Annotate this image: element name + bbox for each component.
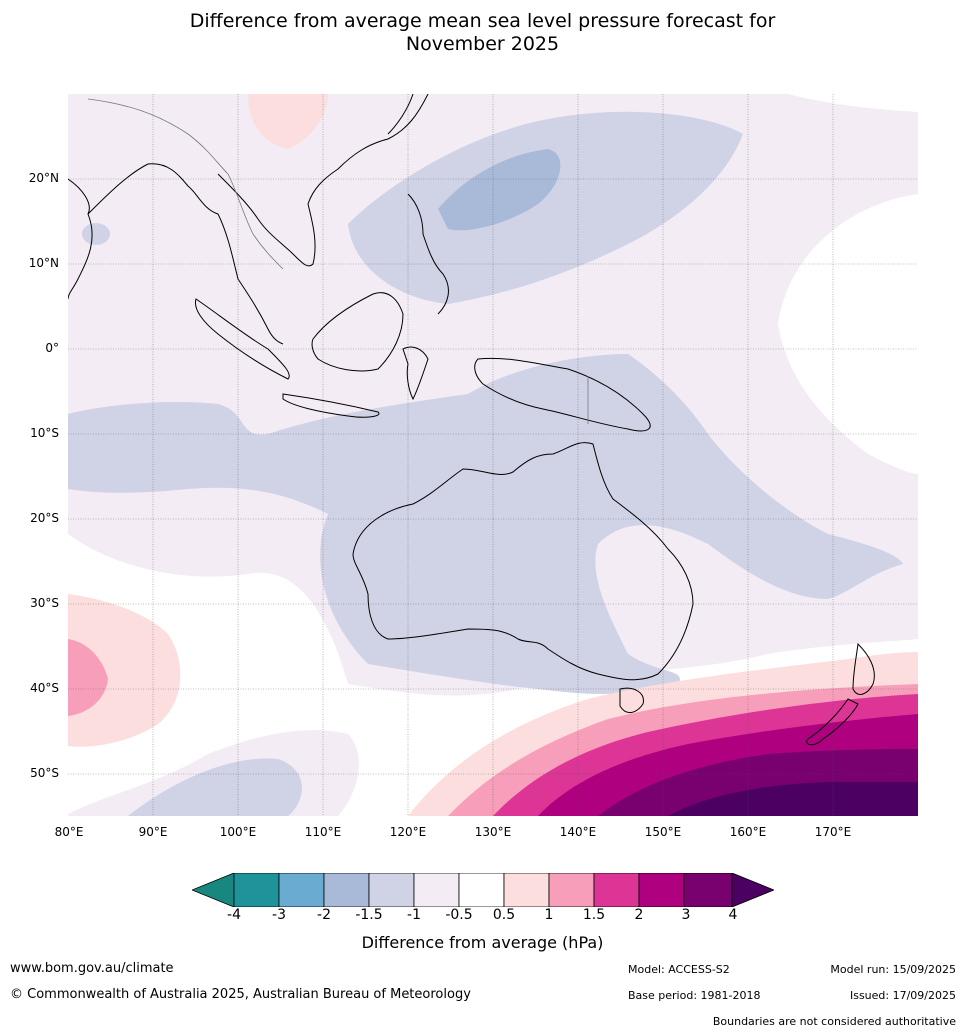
lat-label-30s: 30°S [30, 596, 59, 610]
colorbar-swatch-3 [323, 873, 370, 907]
anomaly-core-north-pacific [438, 149, 561, 231]
lat-label-20n: 20°N [28, 171, 59, 185]
map-canvas [68, 94, 918, 816]
pressure-anomaly-map [68, 94, 918, 816]
lon-label-130e: 130°E [474, 825, 512, 839]
colorbar-swatch-11 [683, 873, 733, 907]
colorbar-swatch-10 [638, 873, 685, 907]
colorbar-tick: -1 [407, 907, 421, 923]
lat-label-40s: 40°S [30, 681, 59, 695]
country-borders [87, 98, 589, 424]
anomaly-negative-central-band [68, 354, 903, 694]
coast-australia [352, 442, 694, 681]
border-asia-2 [227, 173, 284, 270]
base-period-text: Base period: 1981-2018 [628, 989, 761, 1002]
anomaly-positive-north [248, 94, 328, 149]
coast-philippines [407, 193, 449, 315]
lat-label-50s: 50°S [30, 766, 59, 780]
colorbar-swatch-5 [413, 873, 460, 907]
anomaly-strong-positive-west [68, 639, 108, 716]
coast-nz-south [806, 698, 859, 746]
anomaly-neutral-northeast [788, 94, 918, 112]
map-title: Difference from average mean sea level p… [0, 10, 965, 56]
lon-label-170e: 170°E [814, 825, 852, 839]
colorbar-tick: -2 [317, 907, 331, 923]
coast-indochina [217, 94, 429, 267]
coastlines [68, 94, 875, 746]
issued-text: Issued: 17/09/2025 [849, 989, 956, 1002]
lon-label-80e: 80°E [54, 825, 84, 839]
coast-java [282, 393, 380, 418]
colorbar-tick: 4 [728, 907, 738, 923]
colorbar-label: Difference from average (hPa) [361, 933, 604, 952]
coast-india [68, 178, 93, 300]
coast-borneo [311, 292, 404, 372]
colorbar-tick: 2 [634, 907, 644, 923]
coast-new-guinea [474, 357, 651, 432]
colorbar-tick: 1.5 [582, 907, 606, 923]
lat-label-0: 0° [45, 341, 59, 355]
coast-north-top [387, 94, 414, 135]
lon-label-90e: 90°E [138, 825, 168, 839]
colorbar-tick: -1.5 [355, 907, 383, 923]
website-link[interactable]: www.bom.gov.au/climate [10, 961, 174, 976]
coast-tasmania [619, 687, 644, 713]
lat-label-10s: 10°S [30, 426, 59, 440]
colorbar-tick: 3 [681, 907, 691, 923]
model-run-text: Model run: 15/09/2025 [830, 963, 956, 976]
title-line-2: November 2025 [405, 33, 560, 55]
lon-label-100e: 100°E [219, 825, 257, 839]
lon-label-110e: 110°E [304, 825, 342, 839]
colorbar-tick: 1 [544, 907, 554, 923]
title-line-1: Difference from average mean sea level p… [189, 10, 776, 32]
colorbar-extend-low [192, 873, 235, 907]
lon-label-160e: 160°E [729, 825, 767, 839]
lat-label-20s: 20°S [30, 511, 59, 525]
colorbar-swatch-9 [593, 873, 640, 907]
lon-label-140e: 140°E [559, 825, 597, 839]
anomaly-positive-tasman-6 [668, 782, 918, 816]
colorbar-swatch-2 [278, 873, 325, 907]
colorbar-tick: -0.5 [445, 907, 473, 923]
colorbar [192, 873, 774, 907]
anomaly-spot-andaman [82, 223, 110, 245]
coast-sulawesi [402, 346, 429, 401]
anomaly-positive-west [68, 594, 181, 747]
anomaly-negative-southwest [128, 758, 302, 816]
graticule [68, 94, 918, 816]
colorbar-swatch-4 [368, 873, 415, 907]
coast-nz-north [852, 642, 875, 695]
coast-sumatra [194, 298, 290, 380]
colorbar-swatch-7 [503, 873, 550, 907]
coast-bay-of-bengal [87, 163, 284, 345]
colorbar-swatch-6 [458, 873, 505, 907]
colorbar-extend-high [731, 873, 774, 907]
border-asia-1 [87, 98, 229, 175]
lon-label-150e: 150°E [644, 825, 682, 839]
colorbar-swatch-1 [233, 873, 280, 907]
lon-label-120e: 120°E [389, 825, 427, 839]
colorbar-tick: 0.5 [492, 907, 516, 923]
colorbar-swatch-8 [548, 873, 595, 907]
anomaly-negative-north-pacific [348, 111, 743, 305]
colorbar-tick: -3 [272, 907, 286, 923]
model-text: Model: ACCESS-S2 [628, 963, 730, 976]
disclaimer-text: Boundaries are not considered authoritat… [712, 1015, 956, 1028]
lat-label-10n: 10°N [28, 256, 59, 270]
colorbar-tick: -4 [227, 907, 241, 923]
copyright-text: © Commonwealth of Australia 2025, Austra… [10, 987, 471, 1002]
